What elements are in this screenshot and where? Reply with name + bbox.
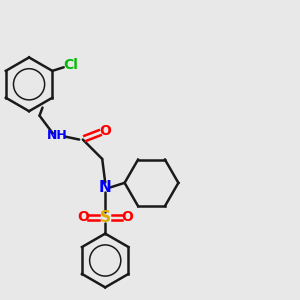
Text: S: S <box>100 210 111 225</box>
Text: O: O <box>122 210 134 224</box>
Text: N: N <box>99 180 112 195</box>
Text: O: O <box>99 124 111 138</box>
Text: O: O <box>77 210 89 224</box>
Text: Cl: Cl <box>63 58 78 72</box>
Text: NH: NH <box>47 129 68 142</box>
